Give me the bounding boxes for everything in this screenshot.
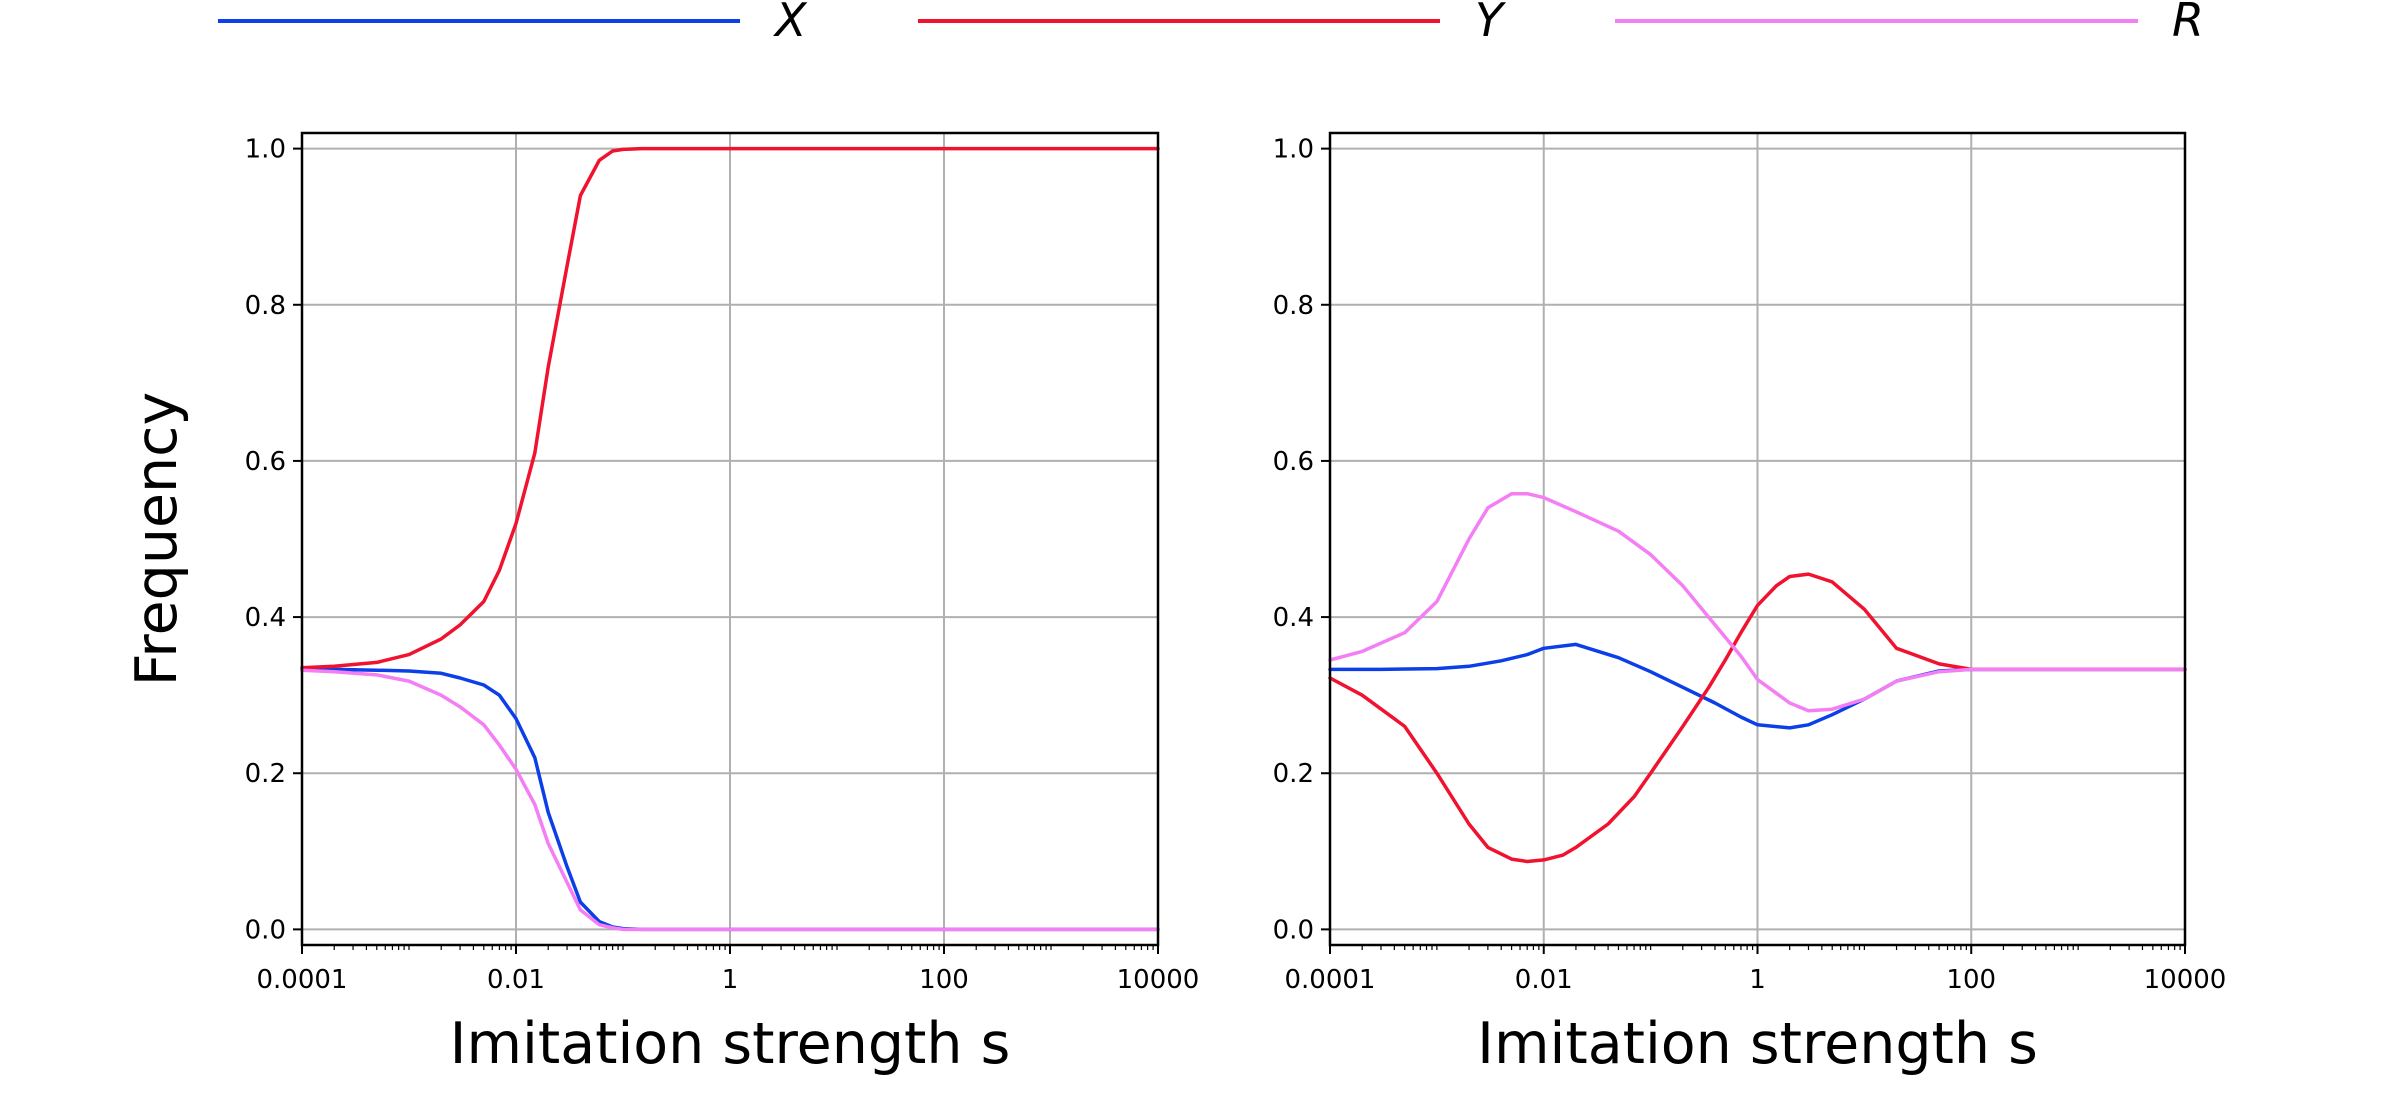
- x-axis-label: Imitation strength s: [1477, 1011, 2038, 1077]
- chart-panel-2: 0.0001 0.01 1 100 10000 0.0 0.2 0.4 0.6 0.8 1.0 Imi…: [1273, 131, 2227, 1077]
- y-axis-label: Frequency: [124, 392, 190, 686]
- legend-label-R: R: [2172, 0, 2204, 47]
- x-axis-label: Imitation strength s: [450, 1011, 1011, 1077]
- x-tick-label: 0.01: [487, 965, 545, 995]
- series-line-R: [1328, 491, 2187, 713]
- y-tick-label: 0.6: [1273, 447, 1314, 477]
- series-line-R: [300, 668, 1160, 932]
- y-tick-label: 0.2: [1273, 759, 1314, 789]
- legend-label-X: X: [773, 0, 808, 47]
- y-tick-label: 0.0: [245, 915, 286, 945]
- chart-panel-1: 0.0001 0.01 1 100 10000 0.0 0.2 0.4 0.6 0.8 1.0 Imi…: [124, 131, 1200, 1077]
- y-tick-label: 0.8: [1273, 291, 1314, 321]
- y-tick-label: 1.0: [245, 135, 286, 165]
- y-tick-label: 0.4: [1273, 603, 1314, 633]
- y-tick-label: 0.6: [245, 447, 286, 477]
- x-tick-label: 0.01: [1515, 965, 1573, 995]
- x-tick-label: 100: [1946, 965, 1996, 995]
- y-tick-label: 0.2: [245, 759, 286, 789]
- plots: 0.0001 0.01 1 100 100000.00.20.40.60.81.0Imi…: [124, 131, 2227, 1077]
- x-tick-label: 1: [722, 965, 739, 995]
- legend-label-Y: Y: [1475, 0, 1507, 47]
- series-line-Y: [1328, 572, 2187, 864]
- x-tick-label: 10000: [1117, 965, 1200, 995]
- x-tick-label: 0.0001: [1285, 965, 1376, 995]
- x-tick-label: 0.0001: [257, 965, 348, 995]
- x-tick-label: 10000: [2144, 965, 2227, 995]
- y-tick-label: 0.0: [1273, 915, 1314, 945]
- x-tick-label: 1: [1749, 965, 1766, 995]
- y-tick-label: 0.8: [245, 291, 286, 321]
- y-tick-label: 0.4: [245, 603, 286, 633]
- series-line-Y: [300, 146, 1160, 670]
- x-tick-label: 100: [919, 965, 969, 995]
- y-tick-label: 1.0: [1273, 135, 1314, 165]
